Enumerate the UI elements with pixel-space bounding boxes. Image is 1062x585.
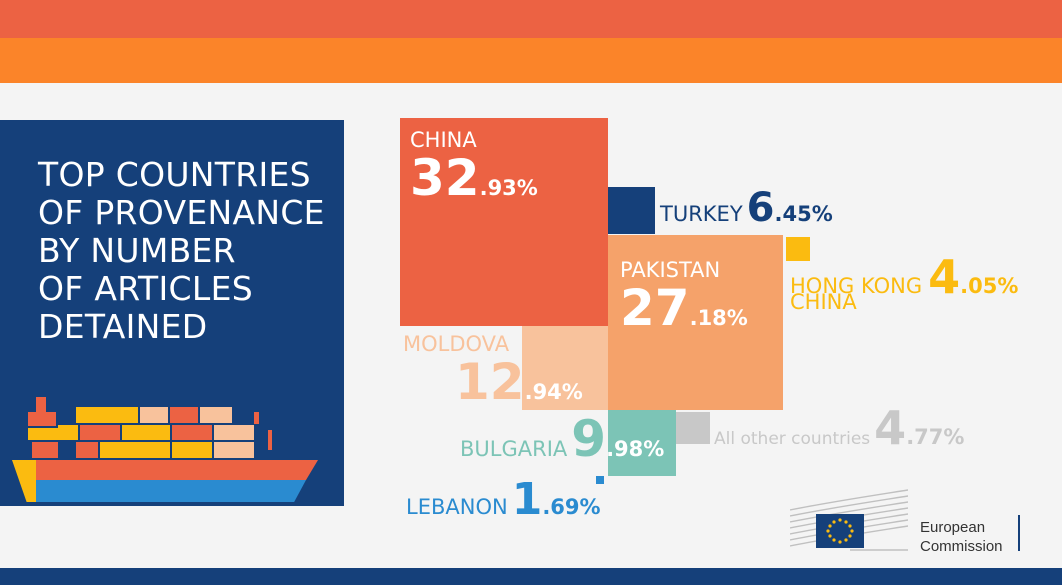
china-square (400, 118, 608, 326)
hongkong-country-name: HONG KONG (790, 274, 923, 298)
china-value-decimal: .93% (479, 176, 538, 200)
hongkong-country-name-line2: CHINA (790, 290, 857, 314)
title-line: DETAINED (38, 307, 208, 346)
other-square (676, 412, 710, 444)
eu-building-icon (789, 489, 909, 551)
other-value-integer: 4 (874, 401, 907, 455)
pakistan-square (608, 235, 783, 410)
china-country-name: CHINA (410, 128, 477, 152)
title-line: OF PROVENANCE (38, 193, 325, 232)
orange-band (0, 38, 1062, 83)
title-line: TOP COUNTRIES (38, 155, 311, 194)
title-line: OF ARTICLES (38, 269, 253, 308)
moldova-country-name: MOLDOVA (403, 332, 510, 356)
eu-logo (789, 486, 909, 556)
eu-logo-line2: Commission (920, 538, 1003, 555)
eu-logo-line1: European (920, 519, 986, 536)
china-label: CHINA 32.93% (410, 128, 538, 204)
chart-title: TOP COUNTRIES OF PROVENANCE BY NUMBER OF… (38, 156, 338, 346)
pakistan-value-integer: 27 (620, 279, 690, 337)
moldova-value-decimal: .94% (524, 380, 583, 404)
turkey-value-decimal: .45% (774, 202, 833, 226)
moldova-label: MOLDOVA 12.94% (403, 332, 583, 408)
lebanon-country-name: LEBANON (406, 495, 508, 519)
pakistan-country-name: PAKISTAN (620, 258, 721, 282)
turkey-label: TURKEY 6.45% (660, 188, 833, 228)
pakistan-label: PAKISTAN 27.18% (620, 258, 748, 334)
turkey-country-name: TURKEY (660, 202, 743, 226)
lebanon-value-integer: 1 (511, 474, 543, 525)
other-country-name: All other countries (714, 429, 871, 449)
lebanon-square (596, 476, 604, 484)
lebanon-value-decimal: .69% (542, 495, 601, 519)
title-panel: TOP COUNTRIES OF PROVENANCE BY NUMBER OF… (0, 120, 344, 506)
pakistan-value-decimal: .18% (689, 306, 748, 330)
moldova-square (522, 326, 608, 410)
title-line: BY NUMBER (38, 231, 236, 270)
bulgaria-label: BULGARIA9.98% (460, 414, 664, 464)
hongkong-value-decimal: .05% (960, 274, 1019, 298)
bulgaria-value-decimal: .98% (606, 437, 665, 461)
moldova-value-integer: 12 (455, 353, 525, 411)
turkey-value-integer: 6 (746, 185, 775, 231)
other-label: All other countries4.77% (714, 405, 964, 451)
lebanon-label: LEBANON1.69% (406, 478, 601, 522)
hongkong-square (786, 237, 810, 261)
bulgaria-value-integer: 9 (571, 410, 607, 468)
bulgaria-square (608, 410, 676, 476)
hongkong-label: HONG KONG 4.05% CHINA (790, 254, 1018, 313)
china-value-integer: 32 (410, 149, 480, 207)
bottom-band (0, 568, 1062, 585)
cargo-ship-icon (12, 397, 318, 502)
top-band (0, 0, 1062, 38)
eu-logo-text: European Commission (920, 518, 1003, 556)
hongkong-value-integer: 4 (928, 250, 961, 304)
logo-divider (1018, 515, 1020, 551)
bulgaria-country-name: BULGARIA (460, 437, 568, 461)
other-value-decimal: .77% (906, 425, 965, 449)
eu-stars-icon (826, 518, 854, 544)
turkey-square (608, 187, 655, 234)
